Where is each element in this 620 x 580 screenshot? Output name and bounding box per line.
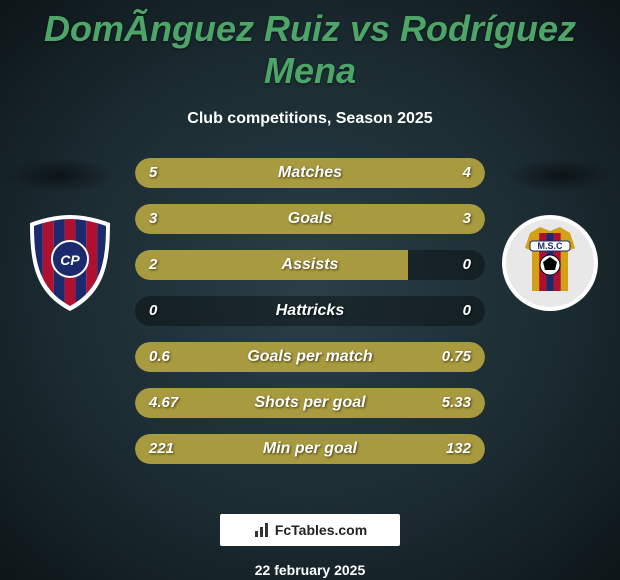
subtitle: Club competitions, Season 2025 (0, 110, 620, 128)
crest-left-svg: CP (20, 213, 120, 313)
shadow-left (5, 158, 115, 193)
stat-label: Goals (135, 204, 485, 234)
stat-row: 20Assists (135, 250, 485, 280)
footer-date: 22 february 2025 (0, 562, 620, 578)
stat-row: 0.60.75Goals per match (135, 342, 485, 372)
stat-label: Hattricks (135, 296, 485, 326)
page-title: DomÃ­nguez Ruiz vs Rodríguez Mena (0, 0, 620, 92)
team-crest-left: CP (20, 213, 120, 313)
team-crest-right: M.S.C (500, 213, 600, 313)
stat-label: Shots per goal (135, 388, 485, 418)
stat-row: 00Hattricks (135, 296, 485, 326)
stat-label: Goals per match (135, 342, 485, 372)
brand-badge[interactable]: FcTables.com (220, 514, 400, 546)
stat-label: Min per goal (135, 434, 485, 464)
stat-row: 33Goals (135, 204, 485, 234)
stat-row: 54Matches (135, 158, 485, 188)
svg-text:CP: CP (60, 252, 80, 268)
stat-label: Matches (135, 158, 485, 188)
crest-right-svg: M.S.C (500, 213, 600, 313)
stat-label: Assists (135, 250, 485, 280)
stat-bars: 54Matches 33Goals 20Assists 00Hattricks 0.60… (135, 158, 485, 480)
stat-row: 4.675.33Shots per goal (135, 388, 485, 418)
chart-icon (253, 521, 271, 539)
shadow-right (505, 158, 615, 193)
comparison-panel: CP M.S.C 54Matches 33Goals 20Assists 00Hatt… (0, 158, 620, 498)
stat-row: 221132Min per goal (135, 434, 485, 464)
brand-text: FcTables.com (275, 522, 367, 538)
svg-text:M.S.C: M.S.C (537, 241, 563, 251)
